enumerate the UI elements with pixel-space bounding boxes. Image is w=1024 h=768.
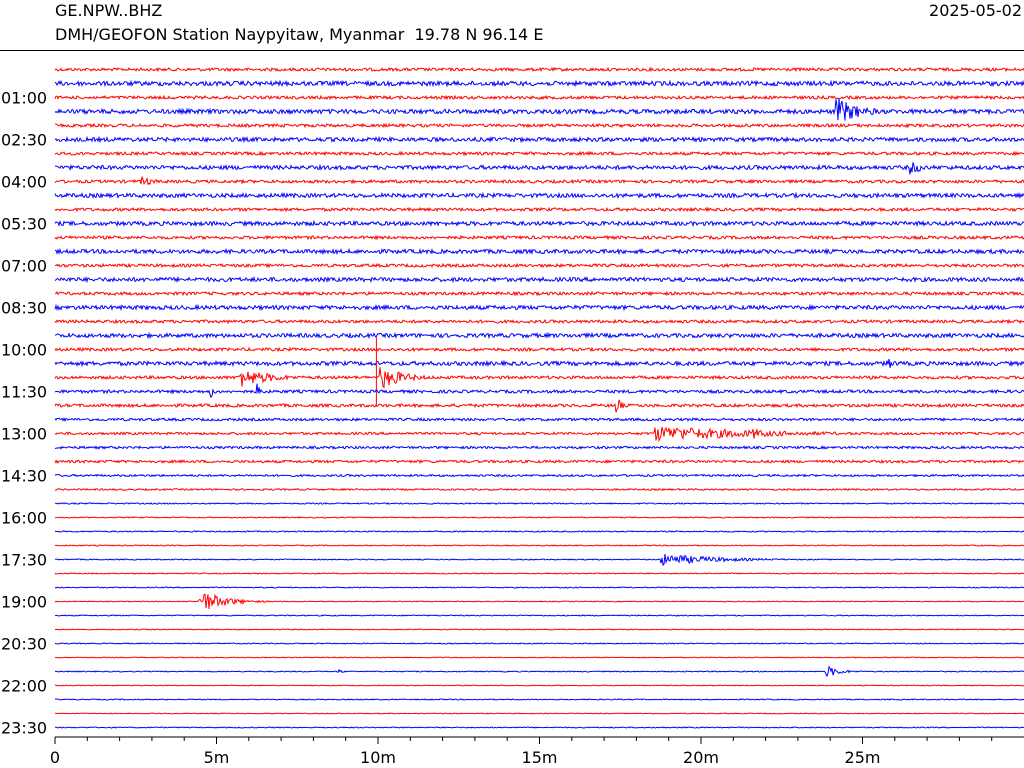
trace-38	[54, 593, 1024, 610]
y-label: 01:00	[1, 89, 47, 108]
trace-15	[54, 275, 1024, 284]
trace-2	[54, 94, 1024, 101]
trace-10	[54, 206, 1024, 213]
y-label: 20:30	[1, 635, 47, 654]
y-label: 07:00	[1, 257, 47, 276]
trace-34	[54, 544, 1024, 547]
y-label: 17:30	[1, 551, 47, 570]
station-code: GE.NPW..BHZ	[55, 1, 163, 20]
x-tick-label: 10m	[360, 748, 396, 767]
y-label: 19:00	[1, 593, 47, 612]
y-label: 14:30	[1, 467, 47, 486]
trace-23	[54, 383, 1024, 399]
trace-37	[54, 586, 1024, 589]
trace-1	[54, 79, 1024, 88]
trace-9	[54, 191, 1024, 200]
trace-47	[54, 726, 1024, 729]
x-axis: 0 5m 10m 15m 20m 25m	[50, 736, 1024, 767]
trace-39	[54, 614, 1024, 617]
station-description: DMH/GEOFON Station Naypyitaw, Myanmar 19…	[55, 25, 544, 44]
trace-8	[54, 176, 1024, 186]
trace-31	[54, 502, 1024, 505]
x-tick-label: 20m	[683, 748, 719, 767]
trace-5	[54, 135, 1024, 144]
trace-33	[54, 530, 1024, 533]
trace-14	[54, 262, 1024, 269]
y-label: 11:30	[1, 383, 47, 402]
y-label: 08:30	[1, 299, 47, 318]
trace-28	[54, 458, 1024, 465]
trace-17	[54, 303, 1024, 312]
trace-7	[54, 162, 1024, 175]
trace-13	[54, 247, 1024, 256]
y-label: 05:30	[1, 215, 47, 234]
trace-4	[54, 122, 1024, 129]
trace-6	[54, 150, 1024, 157]
trace-29	[54, 473, 1024, 478]
x-tick-label: 25m	[845, 748, 881, 767]
trace-group	[54, 66, 1024, 729]
trace-45	[54, 698, 1024, 701]
y-label: 10:00	[1, 341, 47, 360]
y-label: 22:00	[1, 677, 47, 696]
y-label: 23:30	[1, 719, 47, 738]
trace-21	[54, 358, 1024, 368]
y-label-group: 01:00 02:30 04:00 05:30 07:00 08:30 10:00 11:30…	[1, 89, 47, 738]
trace-20	[54, 346, 1024, 353]
y-label: 13:00	[1, 425, 47, 444]
y-label: 16:00	[1, 509, 47, 528]
trace-42	[54, 656, 1024, 659]
trace-19	[54, 331, 1024, 340]
trace-44	[54, 684, 1024, 687]
y-label: 02:30	[1, 131, 47, 150]
trace-18	[54, 318, 1024, 325]
trace-26	[54, 426, 1024, 443]
trace-22	[54, 337, 1024, 406]
trace-11	[54, 219, 1024, 228]
x-tick-label: 5m	[204, 748, 230, 767]
date-label: 2025-05-02	[929, 1, 1022, 20]
trace-46	[54, 712, 1024, 715]
y-label: 04:00	[1, 173, 47, 192]
trace-27	[54, 445, 1024, 450]
trace-30	[54, 487, 1024, 492]
trace-43	[54, 665, 1024, 678]
x-tick-label: 0	[50, 748, 60, 767]
trace-0	[54, 66, 1024, 73]
trace-35	[54, 554, 1024, 567]
trace-3	[54, 98, 1024, 121]
trace-32	[54, 516, 1024, 519]
trace-40	[54, 628, 1024, 631]
header-divider	[0, 50, 1024, 51]
trace-12	[54, 234, 1024, 241]
trace-36	[54, 572, 1024, 575]
trace-16	[54, 290, 1024, 297]
trace-41	[54, 642, 1024, 645]
trace-25	[54, 417, 1024, 423]
trace-24	[54, 399, 1024, 413]
x-tick-label: 15m	[522, 748, 558, 767]
